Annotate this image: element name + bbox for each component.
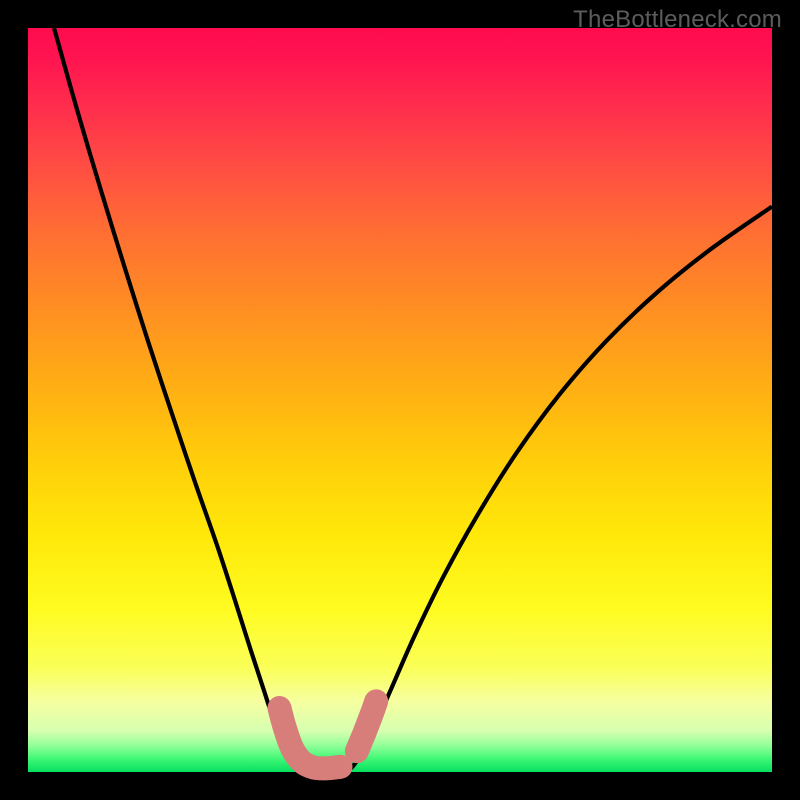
highlight-marker-0 bbox=[279, 708, 340, 768]
highlight-marker-1 bbox=[357, 701, 376, 751]
curve-overlay bbox=[0, 0, 800, 800]
chart-container: TheBottleneck.com bbox=[0, 0, 800, 800]
bottleneck-curve bbox=[54, 28, 772, 772]
